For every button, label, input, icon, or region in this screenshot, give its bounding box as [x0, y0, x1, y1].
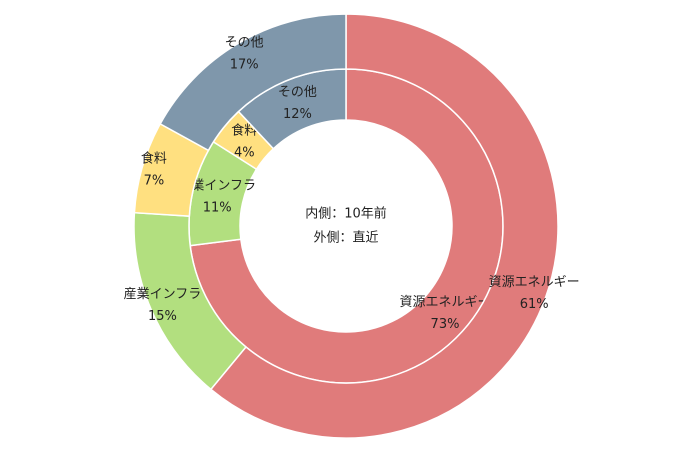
value-label: 15% [148, 309, 177, 324]
center-note: 外側：直近 [313, 231, 378, 246]
slice-label: 産業インフラ [178, 178, 256, 194]
value-label: 17% [230, 57, 259, 72]
center-note: 内側：10年前 [305, 206, 387, 222]
slice-label: 資源エネルギー [400, 295, 491, 310]
slice-label: 資源エネルギー [489, 275, 580, 290]
donut-slice [159, 13, 347, 152]
value-label: 61% [520, 297, 549, 312]
donut-slice [209, 13, 559, 439]
slice-label: その他 [278, 85, 317, 100]
value-label: 11% [203, 201, 232, 216]
value-label: 12% [283, 107, 312, 122]
slice-label: その他 [225, 35, 264, 50]
slice-label: 食料 [231, 122, 257, 138]
value-label: 7% [144, 174, 165, 189]
value-label: 4% [234, 145, 255, 160]
slice-label: 食料 [141, 151, 167, 167]
value-label: 73% [431, 317, 460, 332]
slice-label: 産業インフラ [124, 286, 202, 302]
